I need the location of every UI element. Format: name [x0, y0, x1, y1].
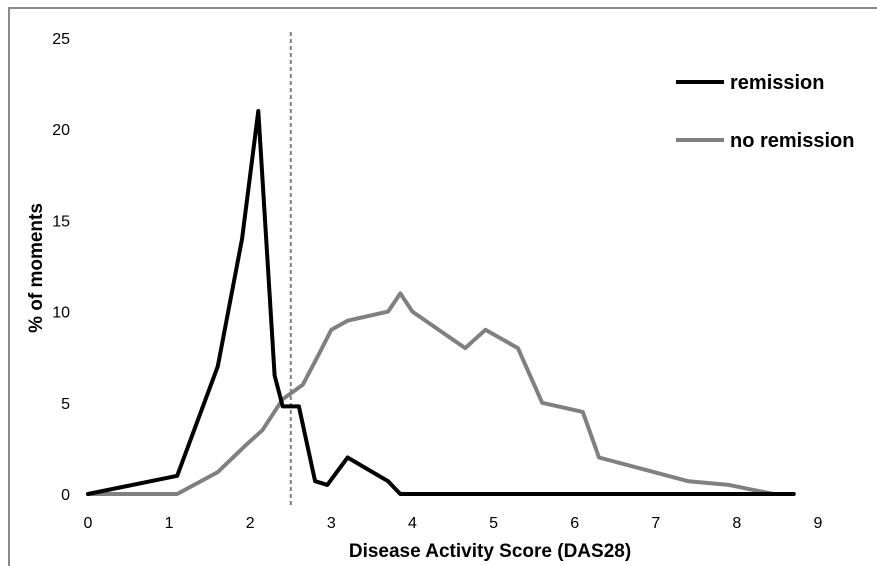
x-tick-label: 0	[84, 515, 93, 532]
x-tick-label: 5	[489, 515, 498, 532]
x-tick-label: 8	[732, 515, 741, 532]
x-tick-label: 7	[651, 515, 660, 532]
series-group	[86, 109, 796, 496]
frame-left-border	[8, 7, 10, 566]
x-tick-label: 9	[814, 515, 823, 532]
frame-top-border	[8, 7, 877, 9]
y-axis-title: % of moments	[26, 203, 47, 333]
legend-label-no-remission: no remission	[730, 130, 854, 152]
legend-label-remission: remission	[730, 72, 824, 94]
x-axis-ticks: 0 1 2 3 4 5 6 7 8 9	[84, 515, 823, 532]
y-tick-label: 5	[61, 396, 70, 413]
legend: remission no remission	[676, 72, 854, 152]
x-tick-label: 2	[246, 515, 255, 532]
x-tick-label: 3	[327, 515, 336, 532]
y-tick-label: 10	[52, 305, 70, 322]
series-line-no-remission	[86, 291, 796, 496]
y-tick-label: 20	[52, 122, 70, 139]
series-line-remission	[86, 109, 796, 496]
y-axis-ticks: 0 5 10 15 20 25	[52, 31, 70, 504]
y-tick-label: 25	[52, 31, 70, 48]
y-tick-label: 0	[61, 487, 70, 504]
y-tick-label: 15	[52, 213, 70, 230]
x-tick-label: 4	[408, 515, 417, 532]
x-axis-title: Disease Activity Score (DAS28)	[349, 541, 631, 562]
x-tick-label: 1	[165, 515, 174, 532]
x-tick-label: 6	[570, 515, 579, 532]
